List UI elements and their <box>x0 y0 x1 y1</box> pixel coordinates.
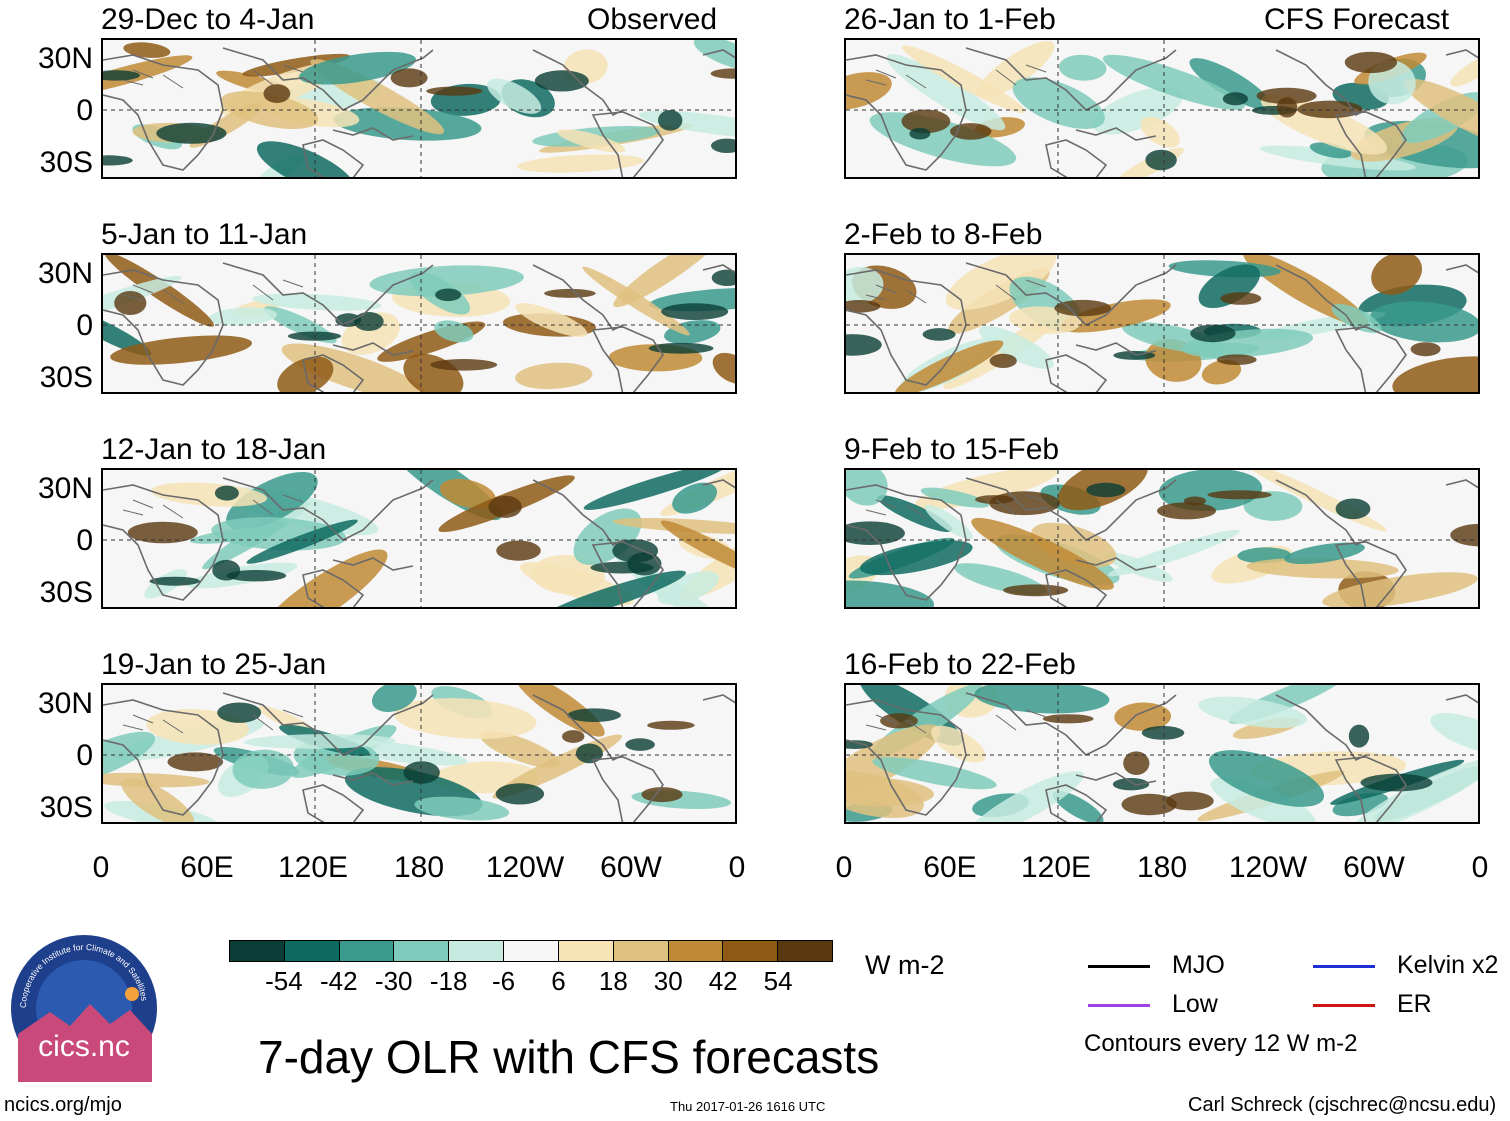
x-tick-label: 0 <box>728 851 746 884</box>
observed-header: Observed <box>587 3 718 36</box>
contour-note: Contours every 12 W m-2 <box>1084 1030 1358 1057</box>
panel-date-range: 29-Dec to 4-Jan <box>101 3 315 36</box>
colorbar <box>229 940 833 962</box>
legend-line <box>1313 1004 1375 1007</box>
forecast-map-panel <box>844 253 1480 394</box>
colorbar-swatch <box>230 941 285 961</box>
y-tick-label: 0 <box>76 94 93 127</box>
panel-date-range: 12-Jan to 18-Jan <box>101 433 327 466</box>
colorbar-label: 54 <box>763 966 793 996</box>
colorbar-label: -6 <box>491 966 516 996</box>
y-tick-label: 30S <box>39 146 93 179</box>
x-tick-label: 180 <box>1136 851 1188 884</box>
observed-map-panel <box>101 683 737 824</box>
colorbar-label: 30 <box>653 966 683 996</box>
x-tick-label: 120W <box>485 851 565 884</box>
legend-label: ER <box>1397 990 1432 1018</box>
y-tick-label: 30N <box>37 257 93 290</box>
olr-anomaly-field <box>103 40 735 177</box>
x-tick-label: 120E <box>277 851 349 884</box>
legend-label: Low <box>1172 990 1218 1018</box>
olr-anomaly-field <box>846 255 1478 392</box>
colorbar-swatch <box>284 941 340 961</box>
logo-text: cics.nc <box>38 1030 130 1063</box>
forecast-header: CFS Forecast <box>1264 3 1450 36</box>
x-tick-label: 60W <box>600 851 662 884</box>
colorbar-label: 42 <box>708 966 738 996</box>
legend-label: Kelvin x2 <box>1397 951 1499 979</box>
panel-date-range: 26-Jan to 1-Feb <box>844 3 1056 36</box>
colorbar-swatch <box>723 941 779 961</box>
olr-anomaly-field <box>103 255 735 392</box>
olr-anomaly-field <box>846 40 1478 177</box>
website-link[interactable]: ncics.org/mjo <box>4 1094 122 1116</box>
y-tick-label: 30S <box>39 576 93 609</box>
olr-anomaly-field <box>846 470 1478 607</box>
x-tick-label: 60E <box>180 851 234 884</box>
x-tick-label: 0 <box>1471 851 1489 884</box>
y-tick-label: 0 <box>76 739 93 772</box>
forecast-map-panel <box>844 683 1480 824</box>
observed-map-panel <box>101 253 737 394</box>
x-tick-label: 60W <box>1343 851 1405 884</box>
forecast-map-panel <box>844 468 1480 609</box>
colorbar-swatch <box>558 941 614 961</box>
colorbar-swatch <box>668 941 724 961</box>
colorbar-label: -42 <box>320 966 358 996</box>
colorbar-swatch <box>339 941 395 961</box>
y-tick-label: 30S <box>39 361 93 394</box>
colorbar-swatch <box>394 941 450 961</box>
x-tick-label: 0 <box>835 851 853 884</box>
x-tick-label: 60E <box>923 851 977 884</box>
cics-logo: Cooperative Institute for Climate and Sa… <box>10 934 158 1082</box>
colorbar-swatch <box>778 941 832 961</box>
x-tick-label: 180 <box>393 851 445 884</box>
colorbar-units: W m-2 <box>865 950 945 980</box>
observed-map-panel <box>101 468 737 609</box>
chart-title: 7-day OLR with CFS forecasts <box>258 1031 880 1083</box>
olr-anomaly-field <box>103 685 735 822</box>
colorbar-label: 18 <box>598 966 628 996</box>
legend-line <box>1088 965 1150 968</box>
colorbar-label: -54 <box>265 966 303 996</box>
legend-line <box>1313 965 1375 968</box>
olr-anomaly-field <box>103 470 735 607</box>
colorbar-label: 6 <box>551 966 566 996</box>
y-tick-label: 30S <box>39 791 93 824</box>
y-tick-label: 30N <box>37 472 93 505</box>
panel-date-range: 9-Feb to 15-Feb <box>844 433 1060 466</box>
panel-date-range: 2-Feb to 8-Feb <box>844 218 1043 251</box>
colorbar-swatch <box>504 941 559 961</box>
forecast-map-panel <box>844 38 1480 179</box>
colorbar-label: -18 <box>429 966 468 996</box>
author-credit: Carl Schreck (cjschrec@ncsu.edu) <box>1188 1094 1497 1116</box>
panel-date-range: 16-Feb to 22-Feb <box>844 648 1076 681</box>
y-tick-label: 30N <box>37 687 93 720</box>
legend-label: MJO <box>1172 951 1225 979</box>
timestamp: Thu 2017-01-26 1616 UTC <box>670 1099 826 1114</box>
y-tick-label: 0 <box>76 524 93 557</box>
x-tick-label: 0 <box>92 851 110 884</box>
x-tick-label: 120E <box>1020 851 1092 884</box>
colorbar-label: -30 <box>374 966 413 996</box>
y-tick-label: 0 <box>76 309 93 342</box>
legend-line <box>1088 1004 1150 1007</box>
panel-date-range: 5-Jan to 11-Jan <box>101 218 308 251</box>
y-tick-label: 30N <box>37 42 93 75</box>
panel-date-range: 19-Jan to 25-Jan <box>101 648 327 681</box>
colorbar-swatch <box>449 941 505 961</box>
olr-anomaly-field <box>846 685 1478 822</box>
colorbar-swatch <box>613 941 669 961</box>
x-tick-label: 120W <box>1228 851 1308 884</box>
observed-map-panel <box>101 38 737 179</box>
